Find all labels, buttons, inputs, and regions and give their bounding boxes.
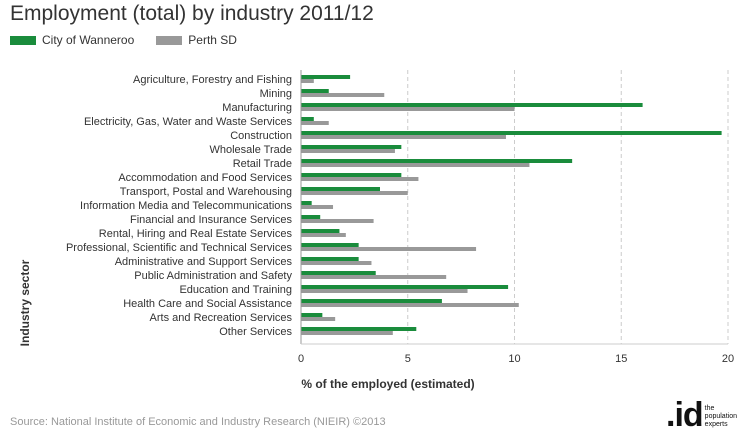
x-axis-title: % of the employed (estimated) [301,377,474,391]
x-tick-label-3: 15 [615,353,627,365]
category-label-17: Arts and Recreation Services [150,312,293,324]
bar-series-2-10 [301,219,374,223]
category-label-14: Public Administration and Safety [134,270,292,282]
id-logo: .id the population experts [666,398,739,432]
category-label-4: Construction [230,130,292,142]
bar-series-1-6 [301,159,573,163]
category-label-16: Health Care and Social Assistance [123,298,292,310]
legend-label-series-1: City of Wanneroo [42,33,135,47]
bar-series-1-10 [301,215,321,219]
bar-series-1-14 [301,271,376,275]
bar-series-2-12 [301,247,477,251]
bar-series-1-0 [301,75,351,79]
bar-series-2-8 [301,191,408,195]
logo-text: the population experts [704,405,737,428]
category-label-0: Agriculture, Forestry and Fishing [133,74,292,86]
legend-item-series-2: Perth SD [156,33,237,47]
source-note: Source: National Institute of Economic a… [10,416,386,428]
bar-series-2-5 [301,149,395,153]
category-label-8: Transport, Postal and Warehousing [120,186,292,198]
category-label-12: Professional, Scientific and Technical S… [66,242,293,254]
chart-title: Employment (total) by industry 2011/12 [10,2,374,25]
bar-series-1-15 [301,285,509,289]
bar-series-1-12 [301,243,359,247]
bar-series-1-11 [301,229,340,233]
legend-label-series-2: Perth SD [188,33,237,47]
legend-swatch-series-2 [156,35,183,45]
category-label-15: Education and Training [179,284,292,296]
bar-chart: 0 5 10 15 20 Agriculture, Forestry and Fishin… [18,70,734,391]
logo-mark: .id [666,396,704,434]
legend-item-series-1: City of Wanneroo [10,33,134,47]
bar-series-1-3 [301,117,314,121]
bar-series-2-7 [301,177,419,181]
bar-series-2-13 [301,261,372,265]
bar-series-1-13 [301,257,359,261]
bar-series-2-18 [301,331,393,335]
bar-series-1-2 [301,103,643,107]
bar-series-2-14 [301,275,447,279]
category-label-3: Electricity, Gas, Water and Waste Servic… [84,116,293,128]
bar-series-1-17 [301,313,323,317]
bar-series-2-15 [301,289,468,293]
bar-series-1-4 [301,131,722,135]
bar-series-2-6 [301,163,530,167]
category-label-13: Administrative and Support Services [115,256,293,268]
category-label-6: Retail Trade [233,158,292,170]
x-tick-label-0: 0 [298,353,304,365]
bar-series-2-2 [301,107,515,111]
bar-series-1-5 [301,145,402,149]
bar-series-1-1 [301,89,329,93]
y-axis-title: Industry sector [18,259,32,346]
category-label-11: Rental, Hiring and Real Estate Services [99,228,293,240]
category-label-2: Manufacturing [222,102,292,114]
bar-series-1-7 [301,173,402,177]
bar-series-2-9 [301,205,334,209]
bar-series-2-3 [301,121,329,125]
category-label-10: Financial and Insurance Services [130,214,293,226]
x-tick-label-1: 5 [405,353,411,365]
bar-series-2-11 [301,233,346,237]
bar-series-1-9 [301,201,312,205]
category-label-9: Information Media and Telecommunications [80,200,292,212]
bar-series-1-18 [301,327,417,331]
category-label-7: Accommodation and Food Services [118,172,292,184]
bar-series-2-0 [301,79,314,83]
category-label-18: Other Services [219,326,292,338]
category-label-1: Mining [260,88,292,100]
category-label-5: Wholesale Trade [209,144,292,156]
legend-swatch-series-1 [10,35,36,45]
bar-series-2-16 [301,303,519,307]
bar-series-1-8 [301,187,380,191]
bar-series-2-17 [301,317,336,321]
bar-series-2-1 [301,93,385,97]
x-tick-label-2: 10 [508,353,520,365]
x-tick-label-4: 20 [722,353,734,365]
bar-series-1-16 [301,299,442,303]
bar-series-2-4 [301,135,506,139]
legend: City of Wanneroo Perth SD [10,33,259,47]
